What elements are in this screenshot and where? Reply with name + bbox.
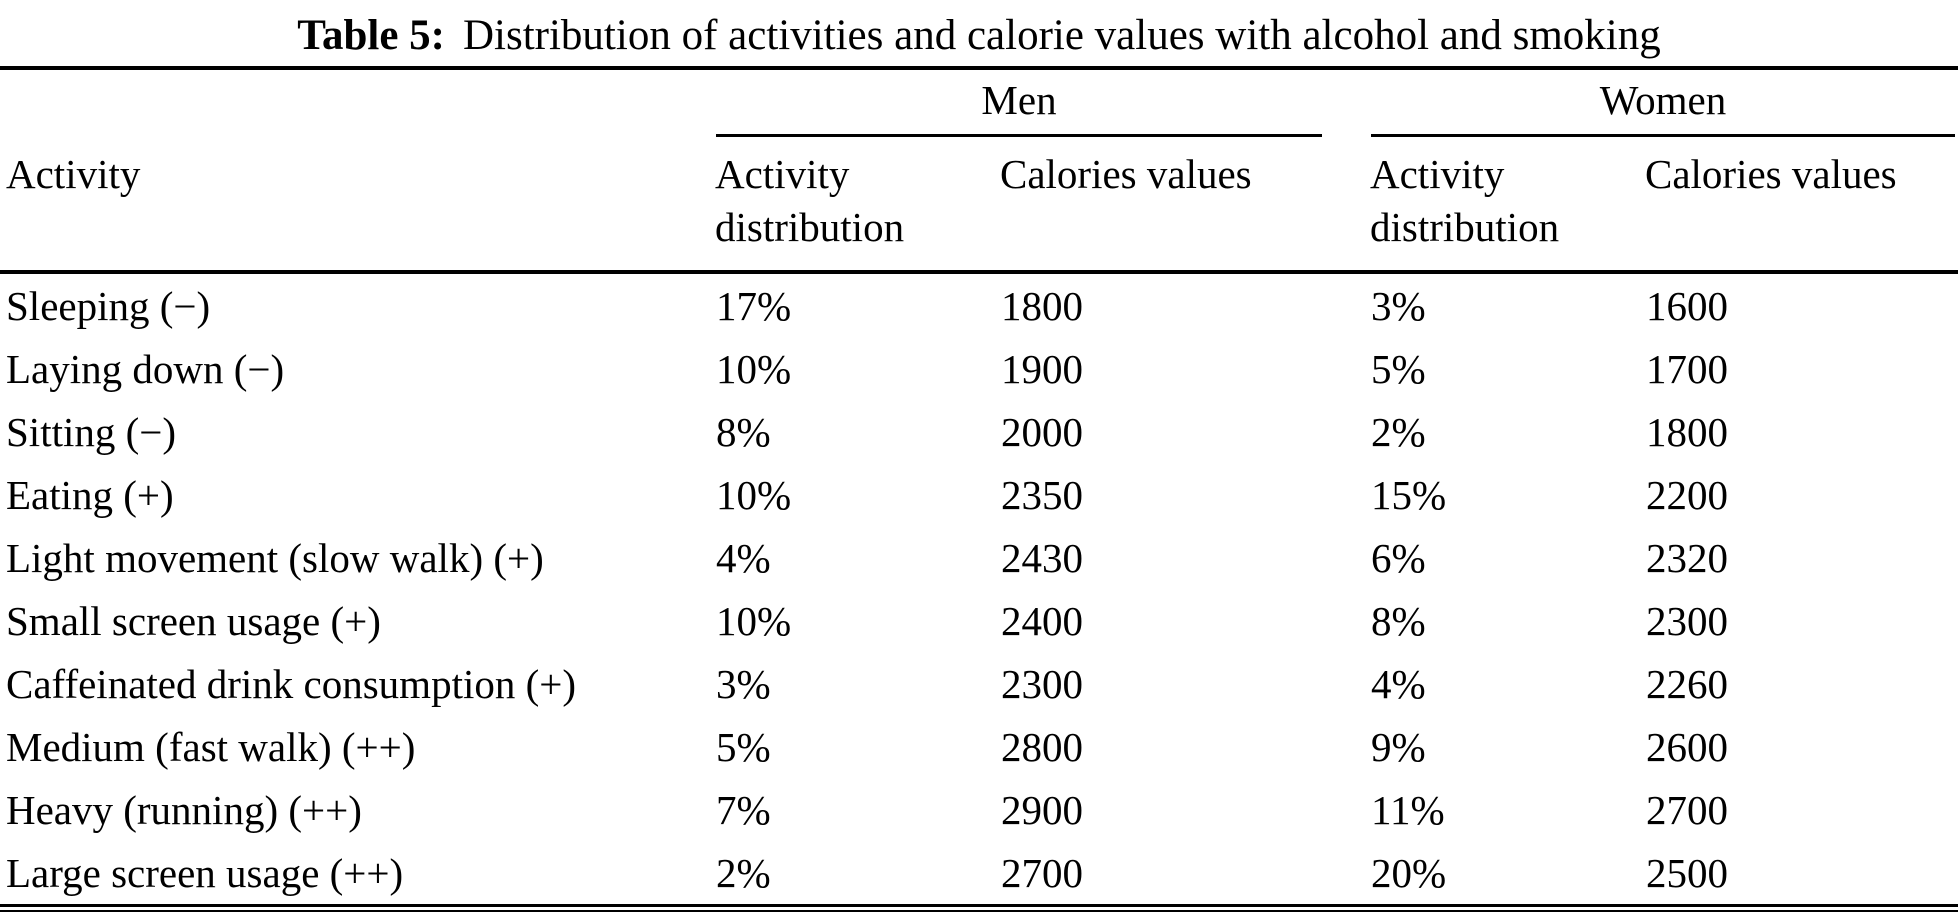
men-calories-cell: 2000 [1001,408,1083,455]
table-row: Caffeinated drink consumption (+) 3% 230… [0,652,1958,715]
women-group-header-cell: Women [1370,68,1958,138]
group-header-spacer [0,68,715,138]
women-calories-cell: 1800 [1646,408,1728,455]
men-calories-cell: 2350 [1001,471,1083,518]
activity-cell: Medium (fast walk) (++) [6,723,416,770]
men-distribution-cell: 8% [716,408,771,455]
activity-cell: Sitting (−) [6,408,177,455]
table-row: Medium (fast walk) (++) 5% 2800 9% 2600 [0,715,1958,778]
activity-cell: Large screen usage (++) [6,849,404,896]
men-distribution-cell: 10% [716,345,792,392]
women-distribution-cell: 6% [1371,534,1426,581]
women-distribution-cell: 4% [1371,660,1426,707]
table-row: Large screen usage (++) 2% 2700 20% 2500 [0,841,1958,904]
activity-cell: Caffeinated drink consumption (+) [6,660,577,707]
men-distribution-cell: 10% [716,471,792,518]
men-activity-distribution-header: Activity distribution [715,138,1000,274]
men-distribution-cell: 2% [716,849,771,896]
women-calories-cell: 2600 [1646,723,1728,770]
women-distribution-cell: 5% [1371,345,1426,392]
activity-cell: Heavy (running) (++) [6,786,362,833]
table-row: Heavy (running) (++) 7% 2900 11% 2700 [0,778,1958,841]
activity-cell: Laying down (−) [6,345,285,392]
women-calories-cell: 1700 [1646,345,1728,392]
table-row: Small screen usage (+) 10% 2400 8% 2300 [0,589,1958,652]
women-distribution-cell: 11% [1371,786,1445,833]
women-calories-cell: 2300 [1646,597,1728,644]
women-distribution-cell: 3% [1371,282,1426,329]
men-calories-cell: 2300 [1001,660,1083,707]
activity-cell: Sleeping (−) [6,282,211,329]
women-calories-cell: 1600 [1646,282,1728,329]
table-caption: Table 5: Distribution of activities and … [0,0,1958,66]
men-group-header: Men [716,76,1322,137]
column-header-row: Activity Activity distribution Calories … [0,138,1958,274]
activities-calories-table: Men Women Activity Activity distribution… [0,66,1958,904]
women-distribution-cell: 20% [1371,849,1447,896]
women-calories-cell: 2260 [1646,660,1728,707]
table-row: Sleeping (−) 17% 1800 3% 1600 [0,272,1958,337]
activity-cell: Light movement (slow walk) (+) [6,534,544,581]
table-body: Sleeping (−) 17% 1800 3% 1600 Laying dow… [0,272,1958,904]
women-group-header: Women [1371,76,1956,137]
table-row: Sitting (−) 8% 2000 2% 1800 [0,400,1958,463]
table-caption-text: Distribution of activities and calorie v… [462,11,1661,59]
men-distribution-cell: 4% [716,534,771,581]
men-calories-cell: 2700 [1001,849,1083,896]
women-distribution-cell: 15% [1371,471,1447,518]
men-calories-values-header: Calories values [1000,138,1370,274]
activity-cell: Small screen usage (+) [6,597,381,644]
women-distribution-cell: 9% [1371,723,1426,770]
men-calories-cell: 2430 [1001,534,1083,581]
women-calories-cell: 2700 [1646,786,1728,833]
table-caption-number: Table 5: [297,11,445,59]
group-header-row: Men Women [0,68,1958,138]
men-calories-cell: 2400 [1001,597,1083,644]
women-calories-cell: 2320 [1646,534,1728,581]
women-calories-cell: 2500 [1646,849,1728,896]
women-activity-distribution-header: Activity distribution [1370,138,1645,274]
table-row: Light movement (slow walk) (+) 4% 2430 6… [0,526,1958,589]
women-calories-values-header: Calories values [1645,138,1958,274]
women-distribution-cell: 8% [1371,597,1426,644]
men-calories-cell: 2900 [1001,786,1083,833]
men-distribution-cell: 3% [716,660,771,707]
men-distribution-cell: 10% [716,597,792,644]
activity-column-header: Activity [0,138,715,274]
men-distribution-cell: 7% [716,786,771,833]
table-row: Laying down (−) 10% 1900 5% 1700 [0,337,1958,400]
women-distribution-cell: 2% [1371,408,1426,455]
men-calories-cell: 1900 [1001,345,1083,392]
women-calories-cell: 2200 [1646,471,1728,518]
bottom-double-rule [0,904,1958,912]
men-distribution-cell: 17% [716,282,792,329]
activity-cell: Eating (+) [6,471,174,518]
table-row: Eating (+) 10% 2350 15% 2200 [0,463,1958,526]
men-group-header-cell: Men [715,68,1370,138]
men-calories-cell: 1800 [1001,282,1083,329]
men-calories-cell: 2800 [1001,723,1083,770]
men-distribution-cell: 5% [716,723,771,770]
table-header: Men Women Activity Activity distribution… [0,68,1958,274]
